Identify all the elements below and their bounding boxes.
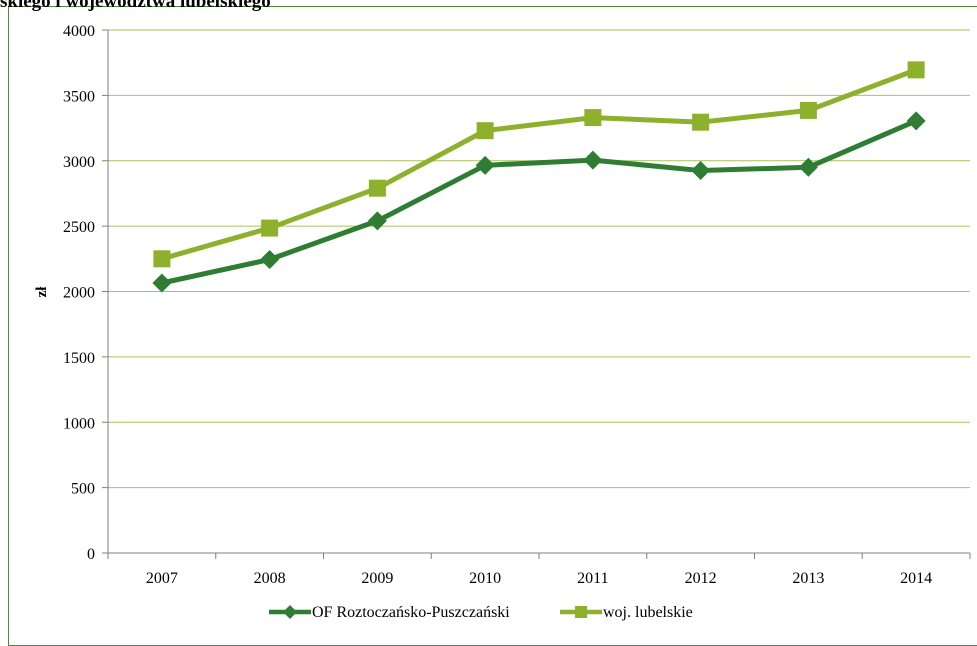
x-tick-label: 2014 [900, 570, 932, 587]
x-tick-label: 2008 [254, 570, 286, 587]
series-layer [152, 61, 926, 293]
data-point [261, 219, 279, 237]
y-tick-label: 0 [87, 546, 95, 563]
legend-swatch-marker [283, 605, 297, 619]
x-tick-label: 2007 [146, 570, 178, 587]
y-tick-labels: 0 500 1000 1500 2000 2500 3000 3500 4000 [63, 23, 95, 563]
data-point [152, 273, 172, 293]
data-point [260, 249, 280, 269]
y-tick-label: 2500 [63, 219, 95, 236]
data-point [368, 179, 386, 197]
series-2 [153, 61, 925, 268]
x-tick-label: 2010 [469, 570, 501, 587]
legend-label: woj. lubelskie [603, 604, 693, 621]
y-tick-label: 1000 [63, 415, 95, 432]
data-point [907, 61, 925, 79]
data-point [583, 150, 603, 170]
legend-swatch-marker [575, 606, 587, 618]
x-tick-label: 2013 [792, 570, 824, 587]
data-point [692, 113, 710, 131]
figure-caption: skiego i województwa lubelskiego [0, 0, 271, 12]
y-tick-label: 500 [71, 481, 95, 498]
legend-item-2: woj. lubelskie [560, 604, 693, 621]
series-line [159, 67, 919, 262]
data-point [906, 111, 926, 131]
series-line [159, 118, 919, 286]
x-axis: 2007 2008 2009 2010 2011 2012 2013 2014 [107, 30, 971, 587]
data-point [584, 109, 602, 127]
x-tick-label: 2009 [361, 570, 393, 587]
data-point [799, 101, 817, 119]
y-tick-label: 1500 [63, 350, 95, 367]
legend-label: OF Roztoczańsko-Puszczański [312, 604, 510, 621]
data-point [475, 155, 495, 175]
data-point [691, 161, 711, 181]
y-tick-label: 3000 [63, 154, 95, 171]
gridlines [102, 29, 970, 554]
y-tick-label: 3500 [63, 88, 95, 105]
data-point [153, 250, 171, 268]
data-point [367, 211, 387, 231]
series-1 [152, 111, 926, 293]
data-point [476, 122, 494, 140]
data-point [798, 157, 818, 177]
y-tick-label: 2000 [63, 285, 95, 302]
legend: OF Roztoczańsko-Puszczański woj. lubelski… [269, 604, 693, 621]
legend-item-1: OF Roztoczańsko-Puszczański [269, 604, 510, 621]
y-axis-label: zł [34, 286, 50, 298]
x-tick-label: 2012 [685, 570, 717, 587]
y-tick-label: 4000 [63, 23, 95, 40]
x-tick-label: 2011 [577, 570, 608, 587]
